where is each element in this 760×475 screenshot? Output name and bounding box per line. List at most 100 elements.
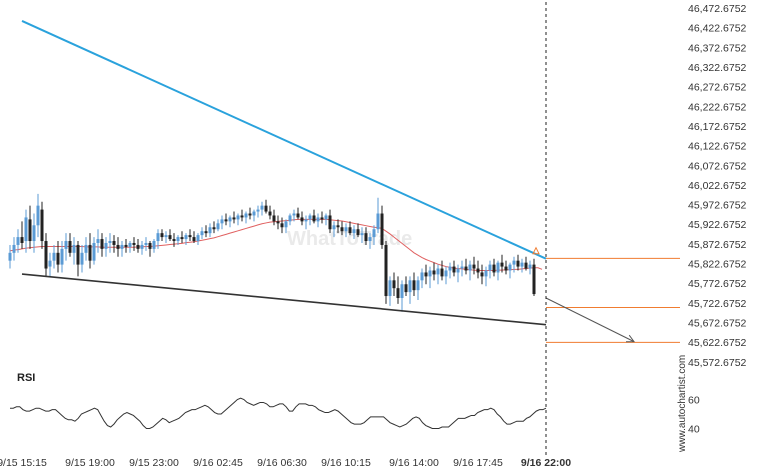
candle-body — [192, 237, 196, 242]
price-tick-label: 46,122.6752 — [688, 141, 747, 153]
price-tick-label: 45,722.6752 — [688, 298, 747, 310]
candle-body — [240, 215, 244, 218]
candle-body — [64, 241, 68, 249]
price-tick-label: 45,972.6752 — [688, 200, 747, 212]
candle-body — [484, 270, 488, 277]
candle-body — [444, 270, 448, 277]
candle-body — [24, 217, 28, 242]
candle-body — [336, 225, 340, 228]
rsi-tick-label: 60 — [688, 395, 700, 407]
price-tick-label: 45,672.6752 — [688, 318, 747, 330]
candle-body — [32, 225, 36, 242]
candle-body — [128, 242, 132, 247]
candle-body — [448, 266, 452, 271]
candle-body — [424, 272, 428, 277]
candle-body — [268, 211, 272, 216]
candle-body — [284, 221, 288, 228]
candle-body — [88, 244, 92, 261]
candle-body — [312, 215, 316, 222]
candle-body — [212, 227, 216, 230]
candle-body — [236, 215, 240, 220]
price-tick-label: 46,322.6752 — [688, 62, 747, 74]
candle-body — [120, 244, 124, 249]
candle-body — [132, 242, 136, 245]
candle-body — [44, 241, 48, 269]
candle-body — [60, 248, 64, 265]
candle-body — [56, 252, 60, 265]
time-tick-label: 9/15 23:00 — [129, 457, 179, 469]
pattern-lines-layer — [21, 20, 680, 343]
price-tick-label: 45,572.6752 — [688, 357, 747, 369]
price-tick-label: 46,422.6752 — [688, 23, 747, 35]
candle-body — [532, 264, 536, 295]
price-tick-label: 45,622.6752 — [688, 337, 747, 349]
candle-body — [496, 262, 500, 273]
rsi-panel: RSI 60 40 — [10, 372, 700, 435]
price-tick-label: 46,022.6752 — [688, 180, 747, 192]
candle-body — [12, 244, 16, 253]
candle-body — [108, 241, 112, 243]
candle-body — [364, 233, 368, 242]
candle-body — [288, 215, 292, 222]
price-tick-label: 45,922.6752 — [688, 219, 747, 231]
candle-body — [264, 205, 268, 212]
candle-body — [140, 244, 144, 249]
candle-body — [344, 227, 348, 232]
candle-body — [116, 244, 120, 249]
candle-body — [480, 272, 484, 277]
candle-body — [244, 213, 248, 218]
price-tick-label: 46,172.6752 — [688, 121, 747, 133]
candles-layer — [8, 193, 536, 312]
candle-body — [276, 221, 280, 224]
candle-body — [464, 266, 468, 271]
candle-body — [256, 209, 260, 212]
candle-body — [296, 213, 300, 218]
candle-body — [440, 268, 444, 277]
candle-body — [348, 227, 352, 234]
candle-body — [520, 262, 524, 267]
price-tick-label: 45,772.6752 — [688, 278, 747, 290]
candle-body — [416, 280, 420, 291]
pattern-end-marker — [532, 246, 540, 255]
candle-body — [188, 235, 192, 238]
candle-body — [460, 266, 464, 269]
autochartist-url: www.autochartist.com — [677, 355, 688, 453]
candle-body — [72, 244, 76, 253]
candle-body — [152, 241, 156, 249]
candle-body — [304, 219, 308, 222]
candle-body — [324, 215, 328, 220]
candle-body — [472, 264, 476, 269]
support-trendline — [21, 273, 547, 326]
price-tick-label: 45,822.6752 — [688, 259, 747, 271]
candle-body — [492, 264, 496, 273]
candle-body — [168, 235, 172, 240]
candle-body — [504, 266, 508, 271]
candle-body — [412, 280, 416, 291]
time-tick-label: 9/15 19:00 — [65, 457, 115, 469]
candle-body — [524, 262, 528, 269]
candle-body — [328, 215, 332, 230]
time-tick-label: 9/16 22:00 — [521, 457, 571, 469]
candle-body — [84, 244, 88, 253]
rsi-label: RSI — [17, 372, 35, 384]
candle-body — [228, 217, 232, 222]
candle-body — [476, 268, 480, 273]
candle-body — [220, 219, 224, 224]
candle-body — [8, 252, 12, 261]
candle-body — [204, 231, 208, 234]
candle-body — [420, 272, 424, 281]
candle-body — [392, 280, 396, 289]
candle-body — [36, 205, 40, 226]
candle-body — [20, 237, 24, 243]
candle-body — [508, 264, 512, 271]
candle-body — [148, 242, 152, 249]
candle-body — [316, 217, 320, 222]
forecast-arrow-line — [545, 297, 635, 343]
time-tick-label: 9/16 06:30 — [257, 457, 307, 469]
candle-body — [376, 213, 380, 230]
candle-body — [436, 268, 440, 275]
candle-body — [164, 235, 168, 238]
candle-body — [180, 237, 184, 240]
candle-body — [216, 223, 220, 230]
